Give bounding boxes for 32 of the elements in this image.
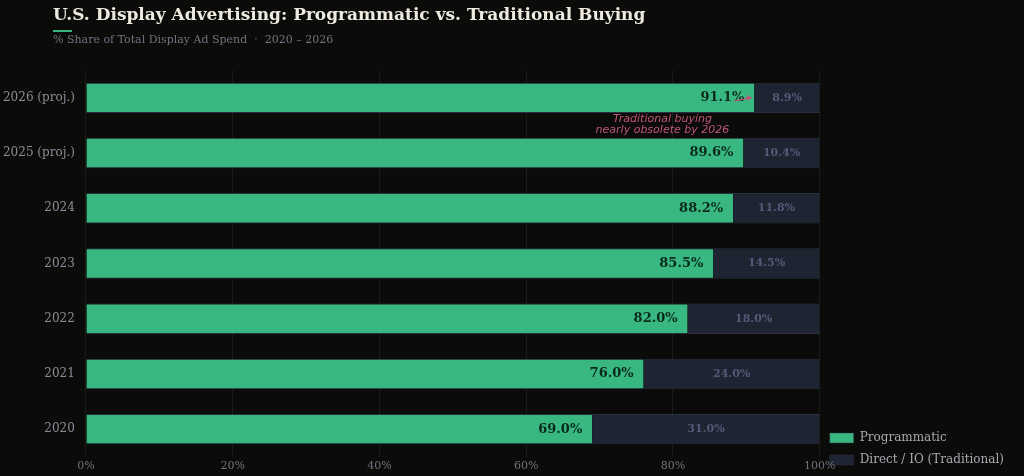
data-label: 76.0% <box>589 365 635 381</box>
data-label: 14.5% <box>747 256 786 270</box>
data-label: 88.2% <box>679 199 724 215</box>
data-label: 10.4% <box>762 145 801 159</box>
data-label: 91.1% <box>700 89 746 105</box>
data-label: 24.0% <box>713 366 751 380</box>
data-label: 69.0% <box>538 420 583 436</box>
y-tick-label: 2021 <box>44 366 75 381</box>
data-label: 85.5% <box>659 254 704 270</box>
chart-subtitle: % Share of Total Display Ad Spend · 2020 – 2026 <box>53 33 334 46</box>
y-tick-label: 2023 <box>44 255 75 270</box>
x-tick-label: 0% <box>77 459 95 473</box>
x-tick-label: 60% <box>513 459 539 473</box>
x-tick-label: 20% <box>220 459 245 473</box>
y-tick-label: 2026 (proj.) <box>2 89 75 104</box>
chart-title: U.S. Display Advertising: Programmatic vs. Traditional Buying <box>53 4 646 24</box>
y-tick-label: 2022 <box>44 310 75 325</box>
y-tick-label: 2020 <box>44 421 75 436</box>
x-tick-label: 100% <box>803 459 836 473</box>
legend-label: Programmatic <box>859 430 947 445</box>
data-label: 82.0% <box>633 310 679 326</box>
y-tick-label: 2024 <box>44 200 76 215</box>
x-tick-label: 40% <box>367 459 392 473</box>
data-label: 89.6% <box>689 144 735 160</box>
y-tick-label: 2025 (proj.) <box>2 145 75 160</box>
legend-label: Direct / IO (Traditional) <box>859 452 1005 467</box>
data-label: 8.9% <box>772 90 803 104</box>
x-tick-label: 80% <box>660 459 686 473</box>
data-label: 11.8% <box>757 201 796 215</box>
annotation: Traditional buying nearly obsolete by 2026 <box>595 111 730 136</box>
data-label: 18.0% <box>735 311 773 325</box>
data-label: 31.0% <box>687 422 726 436</box>
